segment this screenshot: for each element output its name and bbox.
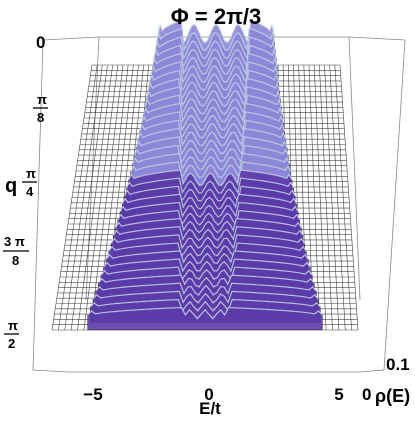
q-tick-0: 0 <box>36 33 45 52</box>
surface-crest-line <box>95 282 317 296</box>
surface-crest-line <box>92 290 319 304</box>
q-tick-pi-2-num: π <box>8 318 18 333</box>
q-tick-pi-8-den: 8 <box>37 110 44 125</box>
q-tick-3pi-8-num: 3 π <box>4 234 25 249</box>
q-tick-pi-4-den: 4 <box>26 184 34 199</box>
surface-crest-line <box>156 27 276 52</box>
box-right-vertical <box>383 39 406 371</box>
e-tick-5: 5 <box>334 385 343 404</box>
surface-crest-line <box>133 144 289 164</box>
surface-crest-line <box>150 61 279 84</box>
grid-line <box>329 64 346 331</box>
e-tick-0: 0 <box>204 385 213 404</box>
e-axis-label: E/t <box>199 399 221 418</box>
box-back-right-vertical <box>348 36 361 301</box>
surface-crest-line <box>140 111 285 132</box>
e-tick-minus-5: −5 <box>83 385 102 404</box>
q-tick-3pi-8: 3 π 8 <box>3 234 29 268</box>
q-tick-pi-8: π 8 <box>33 92 48 125</box>
surface-crest-line <box>105 250 309 264</box>
grid-line <box>298 64 306 264</box>
chart-title: Φ = 2π/3 <box>171 4 262 29</box>
surface-crest-line <box>146 86 281 108</box>
grid-line <box>101 64 129 291</box>
grid-line <box>313 64 327 331</box>
surface-crest-line <box>119 201 299 218</box>
grid-line <box>339 64 359 331</box>
rho-axis: 0.1 0 ρ(E) <box>362 355 410 406</box>
grid-line <box>77 64 113 331</box>
surface-crest-line <box>115 217 302 234</box>
grid-line <box>293 64 299 225</box>
bounding-box-front <box>32 369 385 373</box>
surface-crest-line <box>97 274 315 288</box>
e-axis: −5 0 5 E/t <box>83 385 343 418</box>
grid-line <box>83 64 119 331</box>
surface-crest-line <box>130 161 292 179</box>
grid-line <box>91 64 124 317</box>
grid-line <box>303 64 313 291</box>
left-zero-density-grid <box>51 64 159 331</box>
q-tick-pi-2-den: 2 <box>8 336 15 351</box>
surface-crest-line <box>147 77 281 100</box>
surface-crest-line <box>153 44 277 68</box>
q-axis: 0 π 8 q π 4 3 π 8 π 2 <box>3 33 48 351</box>
surface-crest-line <box>89 298 321 313</box>
rho-tick-0: 0 <box>362 385 371 404</box>
grid-line <box>319 64 333 331</box>
q-tick-pi-2: π 2 <box>4 318 19 351</box>
grid-line <box>120 64 139 225</box>
rho-tick-0-1: 0.1 <box>386 355 410 374</box>
box-front-bottom-edge <box>32 369 385 373</box>
surface-crest-line <box>154 36 276 60</box>
surface-crest-line <box>87 306 323 320</box>
grid-line <box>51 64 93 331</box>
q-tick-3pi-8-den: 8 <box>12 253 19 268</box>
grid-line <box>324 64 340 331</box>
rho-axis-label: ρ(E) <box>375 386 410 406</box>
surface-crest-line <box>123 185 296 203</box>
density-surface <box>87 19 323 331</box>
surface-crest-line <box>128 169 293 187</box>
surface-crest-line <box>151 52 278 76</box>
grid-line <box>64 64 103 331</box>
box-left-vertical <box>32 39 44 371</box>
box-back-edges <box>42 36 406 41</box>
surface-crest-line <box>121 193 298 210</box>
surface-crest-line <box>117 210 301 226</box>
surface-crest-line <box>137 127 287 147</box>
grid-line <box>334 64 352 331</box>
surface-crest-line <box>142 102 284 123</box>
surface-crest-line <box>110 234 305 250</box>
surface-crest-line <box>103 258 311 273</box>
grid-line <box>70 64 108 331</box>
grid-line <box>110 64 134 264</box>
right-zero-density-grid <box>273 64 359 331</box>
surface-crest-line <box>125 177 295 195</box>
surface-crest-line <box>135 136 288 156</box>
surface-crest-line <box>139 119 286 140</box>
q-tick-pi-8-num: π <box>37 92 47 107</box>
q-axis-label: q <box>5 175 17 197</box>
surface-crest-line <box>112 226 304 242</box>
grid-line <box>308 64 320 317</box>
surface-crest-line <box>157 19 275 44</box>
surface-crest-line <box>131 152 291 171</box>
q-tick-pi-4-num: π <box>26 166 36 181</box>
q-tick-pi-4: π 4 <box>22 166 37 199</box>
surface-crest-line <box>148 69 280 92</box>
grid-line <box>58 64 98 331</box>
surface-crest-line <box>108 242 307 258</box>
surface-crest-line <box>100 266 313 281</box>
surface-crest-line <box>144 94 282 116</box>
